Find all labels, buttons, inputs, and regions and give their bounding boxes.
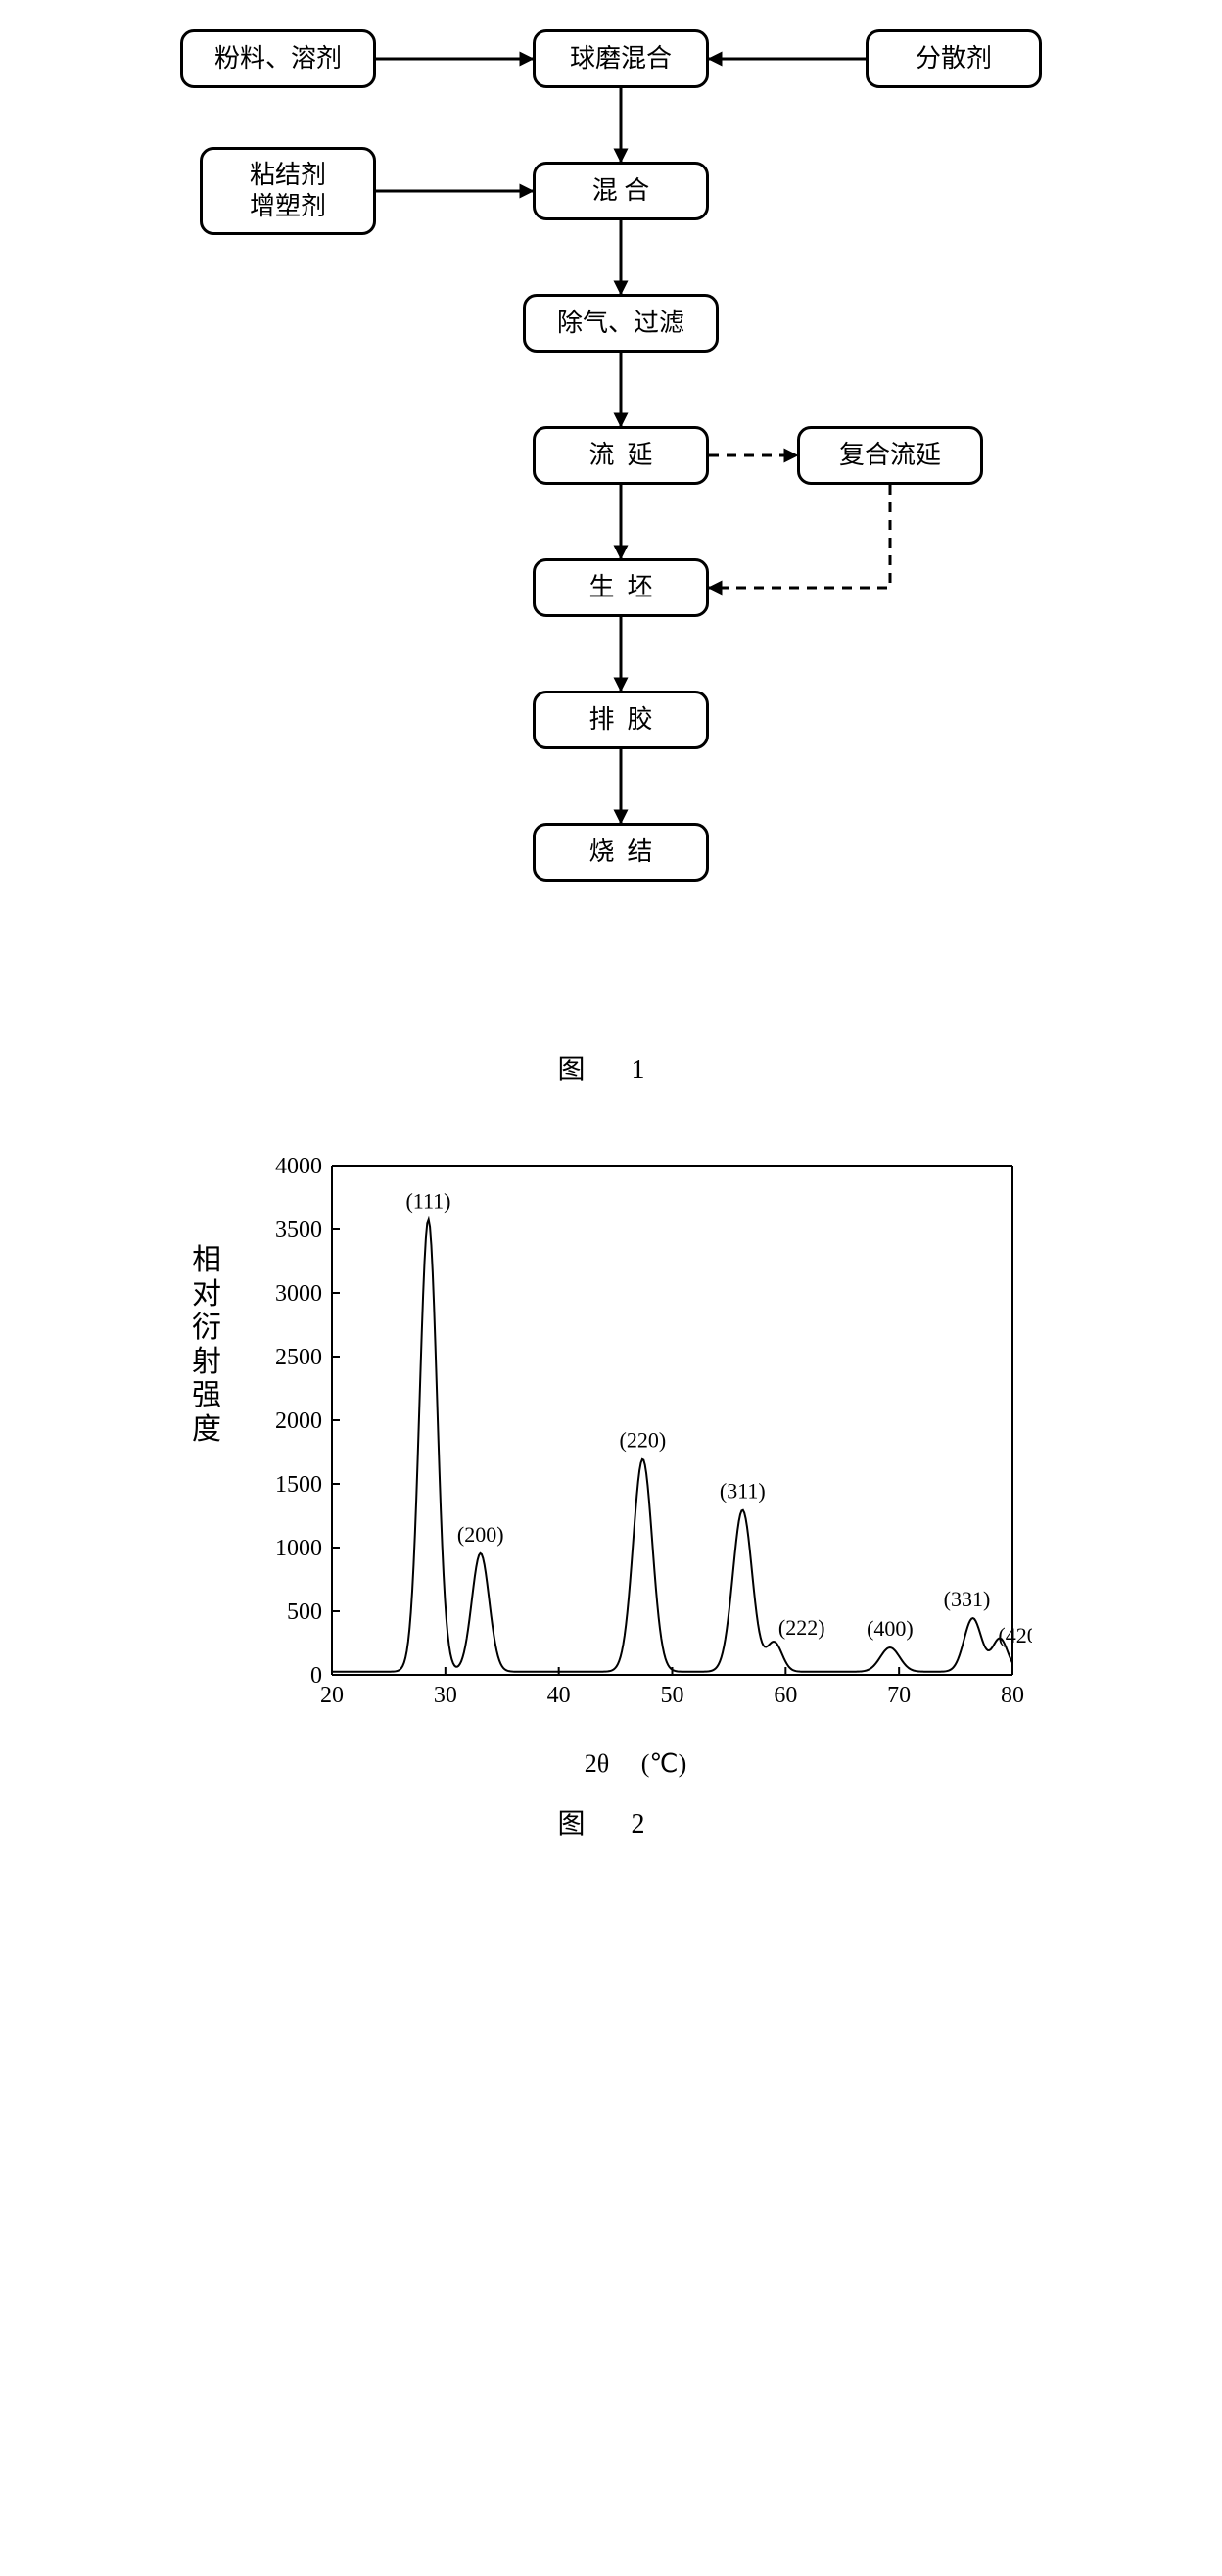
svg-text:40: 40 — [547, 1683, 571, 1708]
svg-text:60: 60 — [774, 1683, 797, 1708]
flow-node-A: 粉料、溶剂 — [180, 29, 376, 88]
flow-node-B: 球磨混合 — [533, 29, 709, 88]
svg-text:4000: 4000 — [275, 1154, 322, 1179]
flow-node-F: 除气、过滤 — [523, 294, 719, 353]
svg-text:2000: 2000 — [275, 1408, 322, 1434]
svg-text:80: 80 — [1001, 1683, 1024, 1708]
svg-text:(220): (220) — [620, 1428, 667, 1453]
svg-text:(200): (200) — [457, 1522, 504, 1547]
svg-text:70: 70 — [887, 1683, 911, 1708]
svg-text:(331): (331) — [944, 1587, 991, 1611]
svg-text:(400): (400) — [867, 1616, 914, 1641]
figure-2: 相对衍射强度 050010001500200025003000350040002… — [20, 1146, 1202, 1841]
svg-text:(111): (111) — [405, 1188, 450, 1213]
flowchart: 粉料、溶剂 球磨混合 分散剂粘结剂 增塑剂 混 合除气、过滤流 延 复合流延生 坯排 胶… — [170, 20, 1052, 1019]
xrd-svg: 0500100015002000250030003500400020304050… — [239, 1146, 1032, 1773]
svg-text:3000: 3000 — [275, 1281, 322, 1307]
svg-text:1000: 1000 — [275, 1536, 322, 1561]
xrd-xlabel-2theta: 2θ — [585, 1749, 609, 1778]
figure-2-caption: 图 2 — [20, 1802, 1202, 1841]
figure-1: 粉料、溶剂 球磨混合 分散剂粘结剂 增塑剂 混 合除气、过滤流 延 复合流延生 坯排 胶… — [20, 20, 1202, 1087]
svg-text:2500: 2500 — [275, 1345, 322, 1370]
svg-text:30: 30 — [434, 1683, 457, 1708]
svg-text:1500: 1500 — [275, 1472, 322, 1498]
flow-node-K: 烧 结 — [533, 823, 709, 882]
xrd-xlabel: 2θ (℃) — [239, 1749, 1032, 1779]
xrd-chart: 相对衍射强度 050010001500200025003000350040002… — [190, 1146, 1032, 1773]
flow-node-H: 复合流延 — [797, 426, 983, 485]
svg-text:(311): (311) — [720, 1479, 766, 1503]
xrd-xlabel-unit: (℃) — [641, 1749, 687, 1778]
svg-text:3500: 3500 — [275, 1217, 322, 1243]
xrd-ylabel: 相对衍射强度 — [190, 1244, 223, 1447]
svg-text:500: 500 — [287, 1599, 322, 1625]
svg-text:20: 20 — [320, 1683, 344, 1708]
flow-node-C: 分散剂 — [866, 29, 1042, 88]
flow-node-G: 流 延 — [533, 426, 709, 485]
svg-text:50: 50 — [661, 1683, 684, 1708]
flow-node-I: 生 坯 — [533, 558, 709, 617]
flow-node-D: 粘结剂 增塑剂 — [200, 147, 376, 235]
flow-node-J: 排 胶 — [533, 691, 709, 749]
svg-text:(222): (222) — [778, 1615, 825, 1640]
figure-1-caption: 图 1 — [20, 1048, 1202, 1087]
svg-text:(420): (420) — [998, 1623, 1032, 1647]
flow-node-E: 混 合 — [533, 162, 709, 220]
